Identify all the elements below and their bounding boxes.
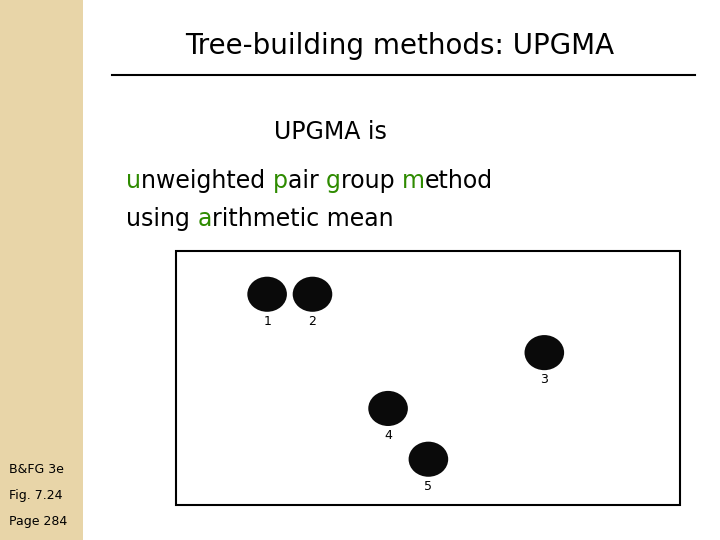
- Text: nweighted: nweighted: [141, 169, 273, 193]
- Ellipse shape: [248, 276, 287, 312]
- Text: u: u: [126, 169, 141, 193]
- Text: 5: 5: [424, 480, 433, 492]
- Text: 3: 3: [541, 373, 548, 386]
- Text: m: m: [402, 169, 425, 193]
- Text: ethod: ethod: [425, 169, 493, 193]
- Ellipse shape: [292, 276, 333, 312]
- Text: Fig. 7.24: Fig. 7.24: [9, 489, 62, 502]
- Text: rithmetic mean: rithmetic mean: [212, 207, 393, 231]
- Text: 2: 2: [309, 315, 316, 328]
- Bar: [176, 251, 680, 505]
- Ellipse shape: [368, 391, 408, 426]
- Text: Tree-building methods: UPGMA: Tree-building methods: UPGMA: [185, 32, 614, 60]
- Text: B&FG 3e: B&FG 3e: [9, 463, 63, 476]
- Text: p: p: [273, 169, 287, 193]
- Text: using: using: [126, 207, 197, 231]
- Text: roup: roup: [341, 169, 402, 193]
- Ellipse shape: [525, 335, 564, 370]
- Text: 4: 4: [384, 429, 392, 442]
- Text: Page 284: Page 284: [9, 515, 67, 528]
- Text: UPGMA is: UPGMA is: [274, 120, 387, 144]
- Text: a: a: [197, 207, 212, 231]
- Text: g: g: [326, 169, 341, 193]
- Text: air: air: [287, 169, 326, 193]
- Bar: [0, 0, 83, 540]
- Text: 1: 1: [264, 315, 271, 328]
- Ellipse shape: [409, 442, 448, 477]
